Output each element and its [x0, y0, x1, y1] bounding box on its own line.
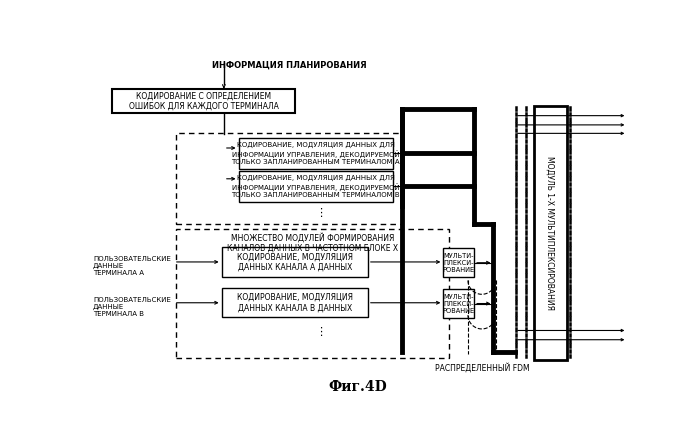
Text: КОДИРОВАНИЕ, МОДУЛЯЦИЯ
ДАННЫХ КАНАЛА В ДАННЫХ: КОДИРОВАНИЕ, МОДУЛЯЦИЯ ДАННЫХ КАНАЛА В Д…: [237, 293, 353, 313]
Bar: [238, 138, 393, 169]
Text: КОДИРОВАНИЕ, МОДУЛЯЦИЯ ДАННЫХ ДЛЯ
ИНФОРМАЦИИ УПРАВЛЕНИЯ, ДЕКОДИРУЕМОЙ
ТОЛЬКО ЗАП: КОДИРОВАНИЕ, МОДУЛЯЦИЯ ДАННЫХ ДЛЯ ИНФОРМ…: [231, 142, 400, 165]
Bar: [534, 106, 566, 360]
Bar: [443, 248, 474, 278]
Bar: [222, 247, 368, 277]
Text: ИНФОРМАЦИЯ ПЛАНИРОВАНИЯ: ИНФОРМАЦИЯ ПЛАНИРОВАНИЯ: [212, 61, 367, 70]
Text: КОДИРОВАНИЕ, МОДУЛЯЦИЯ ДАННЫХ ДЛЯ
ИНФОРМАЦИИ УПРАВЛЕНИЯ, ДЕКОДИРУЕМОЙ
ТОЛЬКО ЗАП: КОДИРОВАНИЕ, МОДУЛЯЦИЯ ДАННЫХ ДЛЯ ИНФОРМ…: [231, 175, 400, 198]
Text: МНОЖЕСТВО МОДУЛЕЙ ФОРМИРОВАНИЯ
КАНАЛОВ ДАННЫХ В ЧАСТОТНОМ БЛОКЕ Х: МНОЖЕСТВО МОДУЛЕЙ ФОРМИРОВАНИЯ КАНАЛОВ Д…: [227, 233, 398, 253]
Bar: [238, 171, 393, 202]
Text: ⋮: ⋮: [315, 208, 326, 218]
Bar: [443, 289, 474, 318]
Text: МУЛЬТИ-
ПЛЕКСИ-
РОВАНИЕ: МУЛЬТИ- ПЛЕКСИ- РОВАНИЕ: [442, 293, 475, 313]
Text: КОДИРОВАНИЕ, МОДУЛЯЦИЯ
ДАННЫХ КАНАЛА А ДАННЫХ: КОДИРОВАНИЕ, МОДУЛЯЦИЯ ДАННЫХ КАНАЛА А Д…: [237, 252, 353, 272]
Text: КОДИРОВАНИЕ С ОПРЕДЕЛЕНИЕМ
ОШИБОК ДЛЯ КАЖДОГО ТЕРМИНАЛА: КОДИРОВАНИЕ С ОПРЕДЕЛЕНИЕМ ОШИБОК ДЛЯ КА…: [129, 91, 279, 111]
Text: РАСПРЕДЕЛЕННЫЙ FDM: РАСПРЕДЕЛЕННЫЙ FDM: [435, 362, 529, 373]
Bar: [113, 89, 296, 113]
Text: Фиг.4D: Фиг.4D: [329, 381, 387, 394]
Text: ⋮: ⋮: [315, 327, 326, 337]
Text: МОДУЛЬ 1-Х МУЛЬТИПЛЕКСИРОВАНИЯ: МОДУЛЬ 1-Х МУЛЬТИПЛЕКСИРОВАНИЯ: [546, 156, 555, 310]
Text: ПОЛЬЗОВАТЕЛЬСКИЕ
ДАННЫЕ
ТЕРМИНАЛА В: ПОЛЬЗОВАТЕЛЬСКИЕ ДАННЫЕ ТЕРМИНАЛА В: [93, 297, 171, 317]
Text: МУЛЬТИ-
ПЛЕКСИ-
РОВАНИЕ: МУЛЬТИ- ПЛЕКСИ- РОВАНИЕ: [442, 253, 475, 273]
Bar: [222, 288, 368, 317]
Bar: [176, 133, 402, 224]
Bar: [176, 229, 449, 358]
Text: ПОЛЬЗОВАТЕЛЬСКИЕ
ДАННЫЕ
ТЕРМИНАЛА А: ПОЛЬЗОВАТЕЛЬСКИЕ ДАННЫЕ ТЕРМИНАЛА А: [93, 256, 171, 276]
